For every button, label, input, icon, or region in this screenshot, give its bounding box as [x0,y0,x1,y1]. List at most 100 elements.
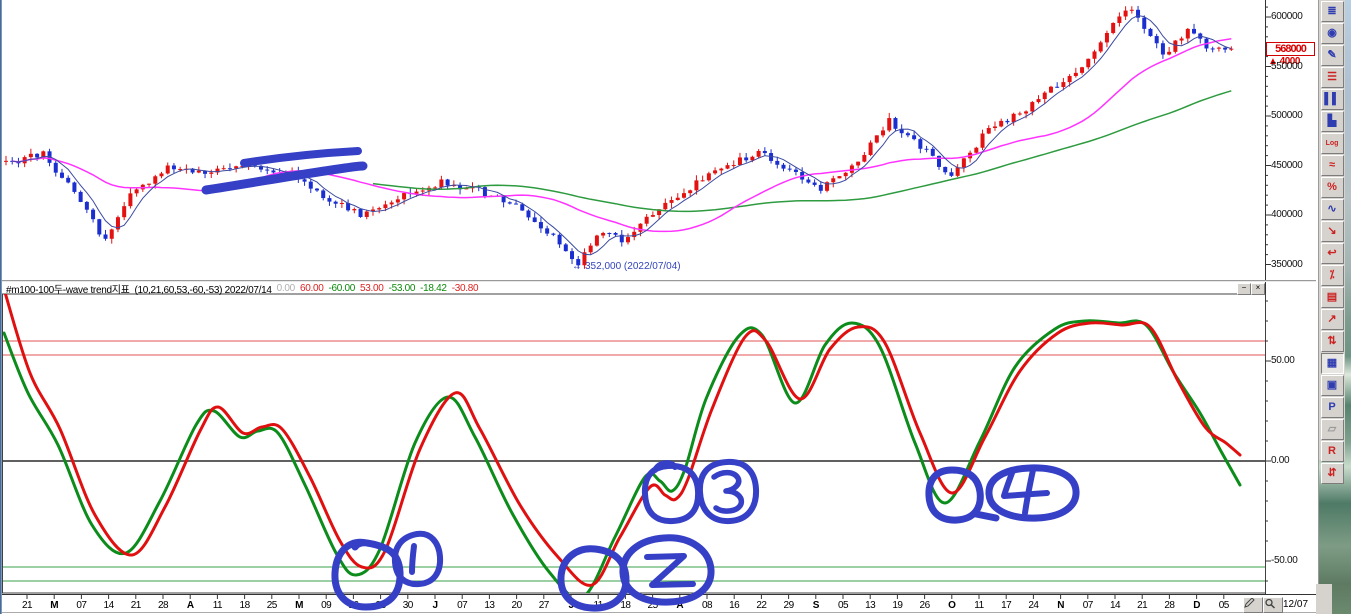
volume-chart-icon: ▙ [1327,115,1337,127]
pencil-icon [1244,598,1255,608]
printer-icon: ▣ [1326,379,1338,391]
page-r-button[interactable]: R [1320,441,1344,462]
indicator-title-text: #m100-100두-wave trend지표 (10,21,60,53,-60… [6,284,272,296]
date-label: 27 [538,600,550,611]
right-toolbar: ≣ ◉ ✎ ☰ ▌▌ ▙ Log ≈% ∿ ↘ ↩ ⁒ ▤ ↗ ⇅ ▦ ▣ P ▱ R ⇵ [1319,0,1345,484]
price-axis-label: 450000 [1271,159,1303,171]
chart-ma-button[interactable]: ≈ [1320,155,1344,176]
trendline-list-icon: ☰ [1327,71,1337,83]
date-label: 28 [1164,600,1175,611]
disabled-chart-button[interactable]: ▱ [1320,419,1344,440]
chart-plot-svg [0,0,1316,613]
date-label: 13 [484,600,495,611]
printer-button[interactable]: ▣ [1320,375,1344,396]
indicator-value-6: -18.42 [420,282,447,294]
date-label: 07 [457,600,468,611]
price-axis-label: 350000 [1271,258,1303,270]
date-label: 11 [593,600,603,611]
date-label: 19 [892,600,903,611]
date-label: A [676,600,684,611]
date-label: 20 [511,600,523,611]
date-label: 28 [157,600,169,611]
grid-button[interactable]: ▦ [1320,353,1344,374]
globe-icon: ◉ [1327,27,1337,39]
indicator-settings-button[interactable]: ≣ [1320,1,1344,22]
left-arrow-icon: ← [572,261,582,272]
disabled-chart-icon: ▱ [1327,423,1337,435]
data-rows-icon: ▤ [1326,291,1338,303]
date-label: 07 [76,600,87,611]
mini-date-label: 12/07 [1283,599,1309,610]
indicator-value-2: 60.00 [299,282,324,294]
date-label: 21 [21,600,33,611]
indicator-value-3: -60.00 [328,282,356,294]
date-label: J [432,600,438,611]
indicator-settings-icon: ≣ [1327,5,1337,17]
date-label: 17 [1001,600,1012,611]
date-label: 26 [919,600,931,611]
zoom-tool-button[interactable] [1263,597,1283,613]
price-axis-label: 550000 [1271,60,1303,72]
candle-type-button[interactable]: ▌▌ [1320,89,1344,110]
signal-back-icon: ↩ [1327,247,1337,259]
candle-type-icon: ▌▌ [1324,93,1340,105]
indicator-value-1: 0.00 [276,282,296,294]
date-label: N [1057,600,1064,611]
date-label: 18 [620,600,631,611]
price-axis-label: 500000 [1271,110,1303,121]
draw-hand-button[interactable]: ✎ [1320,45,1344,66]
globe-button[interactable]: ◉ [1320,23,1344,44]
draw-hand-icon: ✎ [1327,49,1337,61]
date-label: 14 [1109,600,1121,611]
chart-percent-button[interactable]: % [1320,177,1344,198]
volume-chart-button[interactable]: ▙ [1320,111,1344,132]
date-label: M [50,600,59,611]
date-label: 22 [756,600,767,611]
compare-percent-button[interactable]: ⁒ [1320,265,1344,286]
corner-filler [1316,584,1332,614]
sort-ys-button[interactable]: ⇵ [1320,463,1344,484]
sort-updown-button[interactable]: ⇅ [1320,331,1344,352]
chart-up-button[interactable]: ↗ [1320,309,1344,330]
indicator-value-5: -53.00 [388,282,416,294]
signal-down-icon: ↘ [1327,225,1337,237]
page-p-button[interactable]: P [1320,397,1344,418]
signal-down-button[interactable]: ↘ [1320,221,1344,242]
date-label: 09 [321,600,332,611]
date-label: 30 [402,600,414,611]
date-label: 25 [266,600,278,611]
indicator-value-7: -30.80 [451,282,479,294]
date-label: 25 [647,600,659,611]
axis-ticks [1265,6,1271,602]
date-label: 11 [212,600,223,611]
sort-ys-icon: ⇵ [1327,467,1337,479]
page-p-icon: P [1328,401,1336,413]
date-label: J [568,600,574,611]
low-price-annotation: ← 352,000 (2022/07/04) [572,261,681,272]
candlestick-series [4,5,1234,269]
signal-back-button[interactable]: ↩ [1320,243,1344,264]
data-rows-button[interactable]: ▤ [1320,287,1344,308]
date-label: 05 [1218,600,1230,611]
draw-tool-button[interactable] [1243,597,1263,613]
indicator-minimize-button[interactable]: − [1237,283,1251,295]
chart-line-button[interactable]: ∿ [1320,199,1344,220]
date-label: 23 [375,600,387,611]
window-left-border [0,0,2,614]
grid-icon: ▦ [1326,357,1338,369]
chart-percent-icon: % [1327,181,1337,193]
indicator-close-button[interactable]: × [1251,283,1265,295]
date-label: 16 [729,600,740,611]
ma-long-line [372,90,1232,213]
date-label: 24 [1028,600,1039,611]
low-price-text: 352,000 (2022/07/04) [585,261,681,272]
compare-percent-icon: ⁒ [1329,269,1335,281]
indicator-axis-label: 0.00 [1271,455,1290,466]
current-price-badge: 568000 [1266,42,1315,56]
indicator-ref-lines [3,340,1265,582]
trendline-list-button[interactable]: ☰ [1320,67,1344,88]
sort-updown-icon: ⇅ [1327,335,1337,347]
frames [0,0,1316,613]
log-scale-button[interactable]: Log [1320,133,1344,154]
